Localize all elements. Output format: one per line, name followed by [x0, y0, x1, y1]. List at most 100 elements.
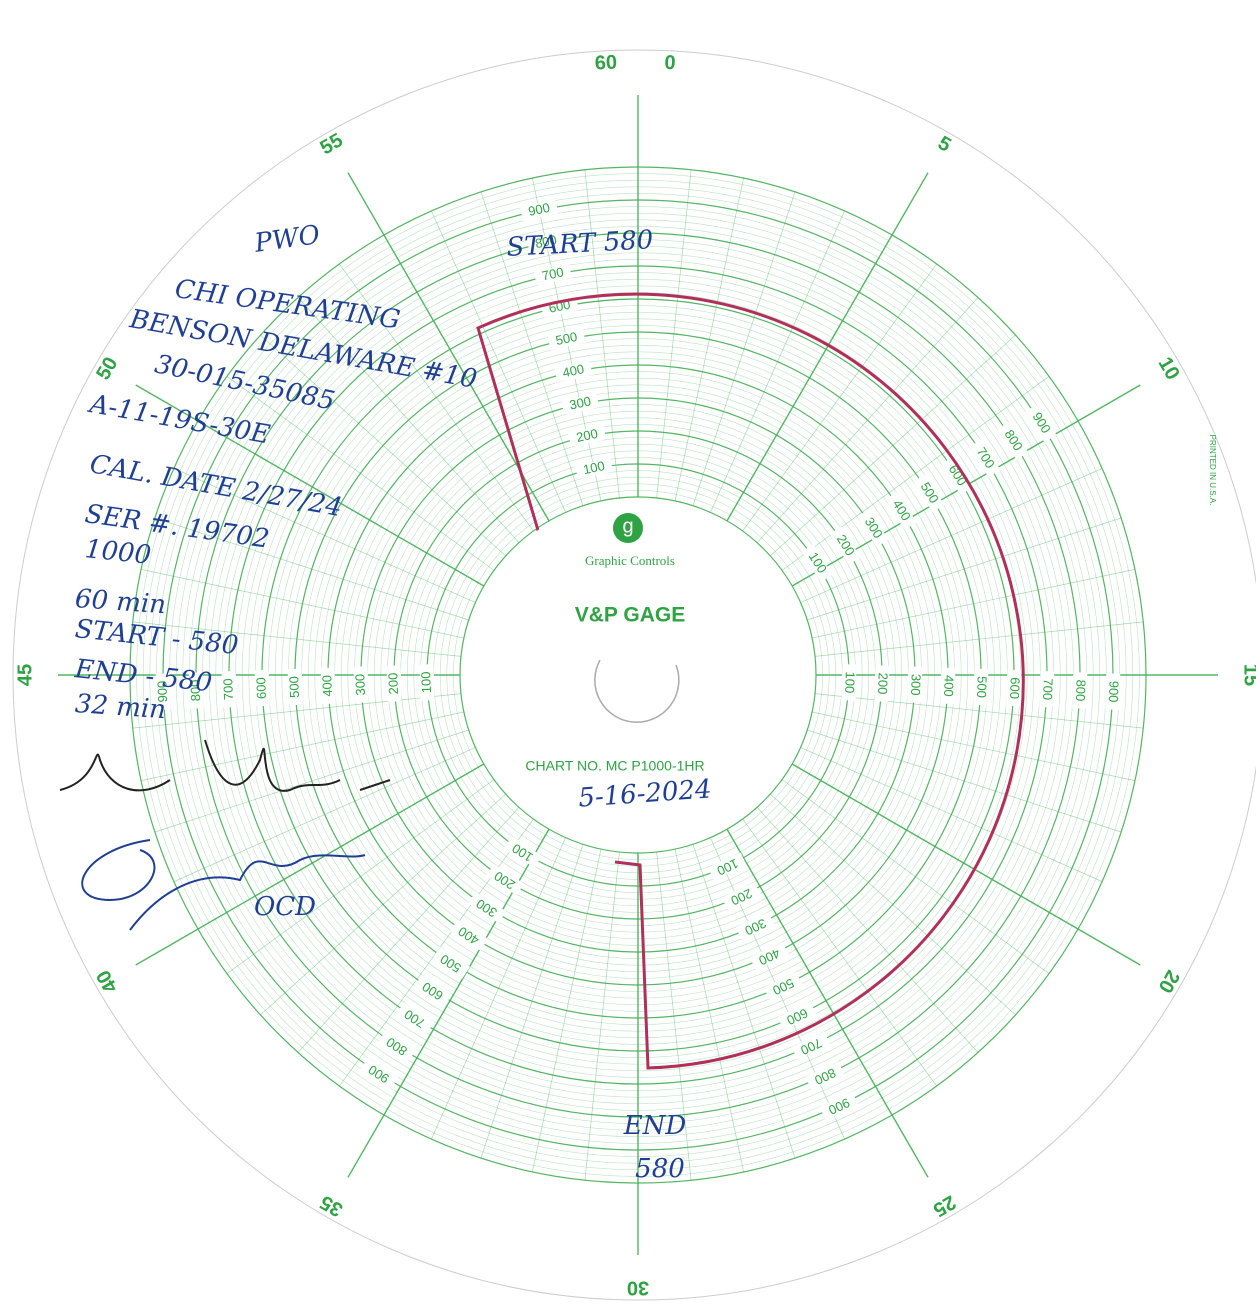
pressure-label: 500: [554, 329, 578, 348]
label-bg: [857, 509, 889, 548]
label-bg: [1105, 673, 1121, 710]
minute-line: [692, 191, 796, 506]
label-bg: [819, 1091, 859, 1120]
minute-line: [532, 849, 602, 1172]
minute-line: [807, 729, 1122, 833]
pressure-label: 900: [154, 681, 170, 703]
label-bg: [221, 671, 237, 708]
minute-label: 15: [1240, 664, 1256, 686]
minute-line: [154, 729, 469, 833]
label-bg: [829, 526, 861, 565]
pressure-label: 800: [1073, 679, 1089, 701]
minute-line: [584, 851, 620, 1181]
minute-label: 60: [594, 52, 617, 75]
minute-line: [770, 793, 1016, 1016]
pressure-label: 300: [908, 674, 924, 696]
minute-line: [135, 384, 485, 587]
minute-line: [480, 191, 584, 506]
center-blank: [462, 499, 814, 851]
minute-line: [674, 849, 744, 1172]
pressure-trace: [476, 292, 1025, 1070]
minute-line: [726, 172, 929, 522]
label-bg: [749, 942, 789, 970]
label-bg: [791, 1031, 831, 1060]
minute-label: 0: [664, 52, 676, 75]
label-bg: [1072, 672, 1088, 709]
label-bg: [568, 425, 607, 447]
minute-line: [173, 747, 476, 882]
label-bg: [540, 296, 579, 318]
pressure-label: 100: [842, 671, 858, 693]
minute-label: 30: [627, 1277, 649, 1299]
pressure-label: 900: [527, 200, 551, 219]
label-bg: [432, 946, 471, 979]
label-bg: [874, 665, 890, 702]
pressure-label: 600: [253, 677, 269, 699]
minute-line: [135, 763, 485, 966]
label-bg: [940, 667, 956, 705]
minute-line: [431, 210, 566, 513]
minute-line: [756, 297, 979, 543]
minute-line: [154, 517, 469, 621]
minute-line: [584, 169, 620, 499]
pressure-label: 100: [418, 671, 434, 693]
minute-line: [726, 828, 929, 1178]
label-bg: [907, 666, 923, 703]
label-bg: [188, 672, 204, 709]
minute-line: [226, 779, 495, 974]
minute-line: [141, 569, 464, 639]
minute-line: [800, 468, 1103, 603]
handwritten-note: 1000: [84, 534, 153, 571]
minute-line: [791, 763, 1141, 966]
minute-line: [814, 693, 1144, 729]
pressure-label: 400: [561, 361, 585, 380]
minute-line: [297, 297, 520, 543]
minute-line: [656, 169, 692, 499]
label-bg: [360, 1057, 399, 1090]
pressure-label: 400: [941, 675, 957, 697]
label-bg: [763, 971, 803, 1000]
minute-label: 45: [14, 664, 36, 686]
minute-line: [812, 569, 1135, 639]
label-bg: [973, 668, 989, 706]
pressure-label: 800: [534, 232, 558, 251]
minute-line: [226, 376, 495, 571]
pressure-label: 500: [286, 676, 302, 698]
minute-line: [814, 621, 1144, 657]
pressure-label: 600: [1007, 677, 1023, 699]
label-bg: [969, 439, 1001, 478]
minute-line: [770, 334, 1016, 557]
minute-line: [480, 844, 584, 1159]
label-bg: [707, 852, 747, 881]
pressure-label: 900: [1106, 681, 1122, 703]
label-bg: [561, 393, 600, 415]
label-bg: [155, 673, 171, 710]
minute-line: [132, 693, 462, 729]
minute-line: [173, 468, 476, 603]
printed-note: PRINTED IN U.S.A.: [1208, 435, 1217, 506]
label-bg: [486, 863, 525, 896]
minute-line: [656, 851, 692, 1181]
label-bg: [353, 666, 369, 703]
label-bg: [575, 458, 614, 480]
label-bg: [527, 232, 566, 254]
pressure-label: 200: [575, 426, 599, 445]
label-bg: [1039, 671, 1055, 708]
handwritten-note: 60 min: [74, 584, 167, 620]
pressure-label: 500: [974, 676, 990, 698]
end-value: 580: [635, 1154, 685, 1184]
label-bg: [254, 669, 270, 707]
label-bg: [378, 1030, 417, 1062]
minute-line: [781, 779, 1050, 974]
minute-line: [674, 178, 744, 501]
logo: g: [622, 515, 633, 537]
label-bg: [777, 1001, 817, 1030]
pressure-label: 300: [568, 393, 592, 412]
minute-line: [260, 793, 506, 1016]
minute-line: [710, 210, 845, 513]
handwritten-note: 32 min: [74, 689, 167, 725]
minute-line: [141, 711, 464, 781]
label-bg: [941, 456, 973, 495]
pressure-label: 300: [352, 674, 368, 696]
